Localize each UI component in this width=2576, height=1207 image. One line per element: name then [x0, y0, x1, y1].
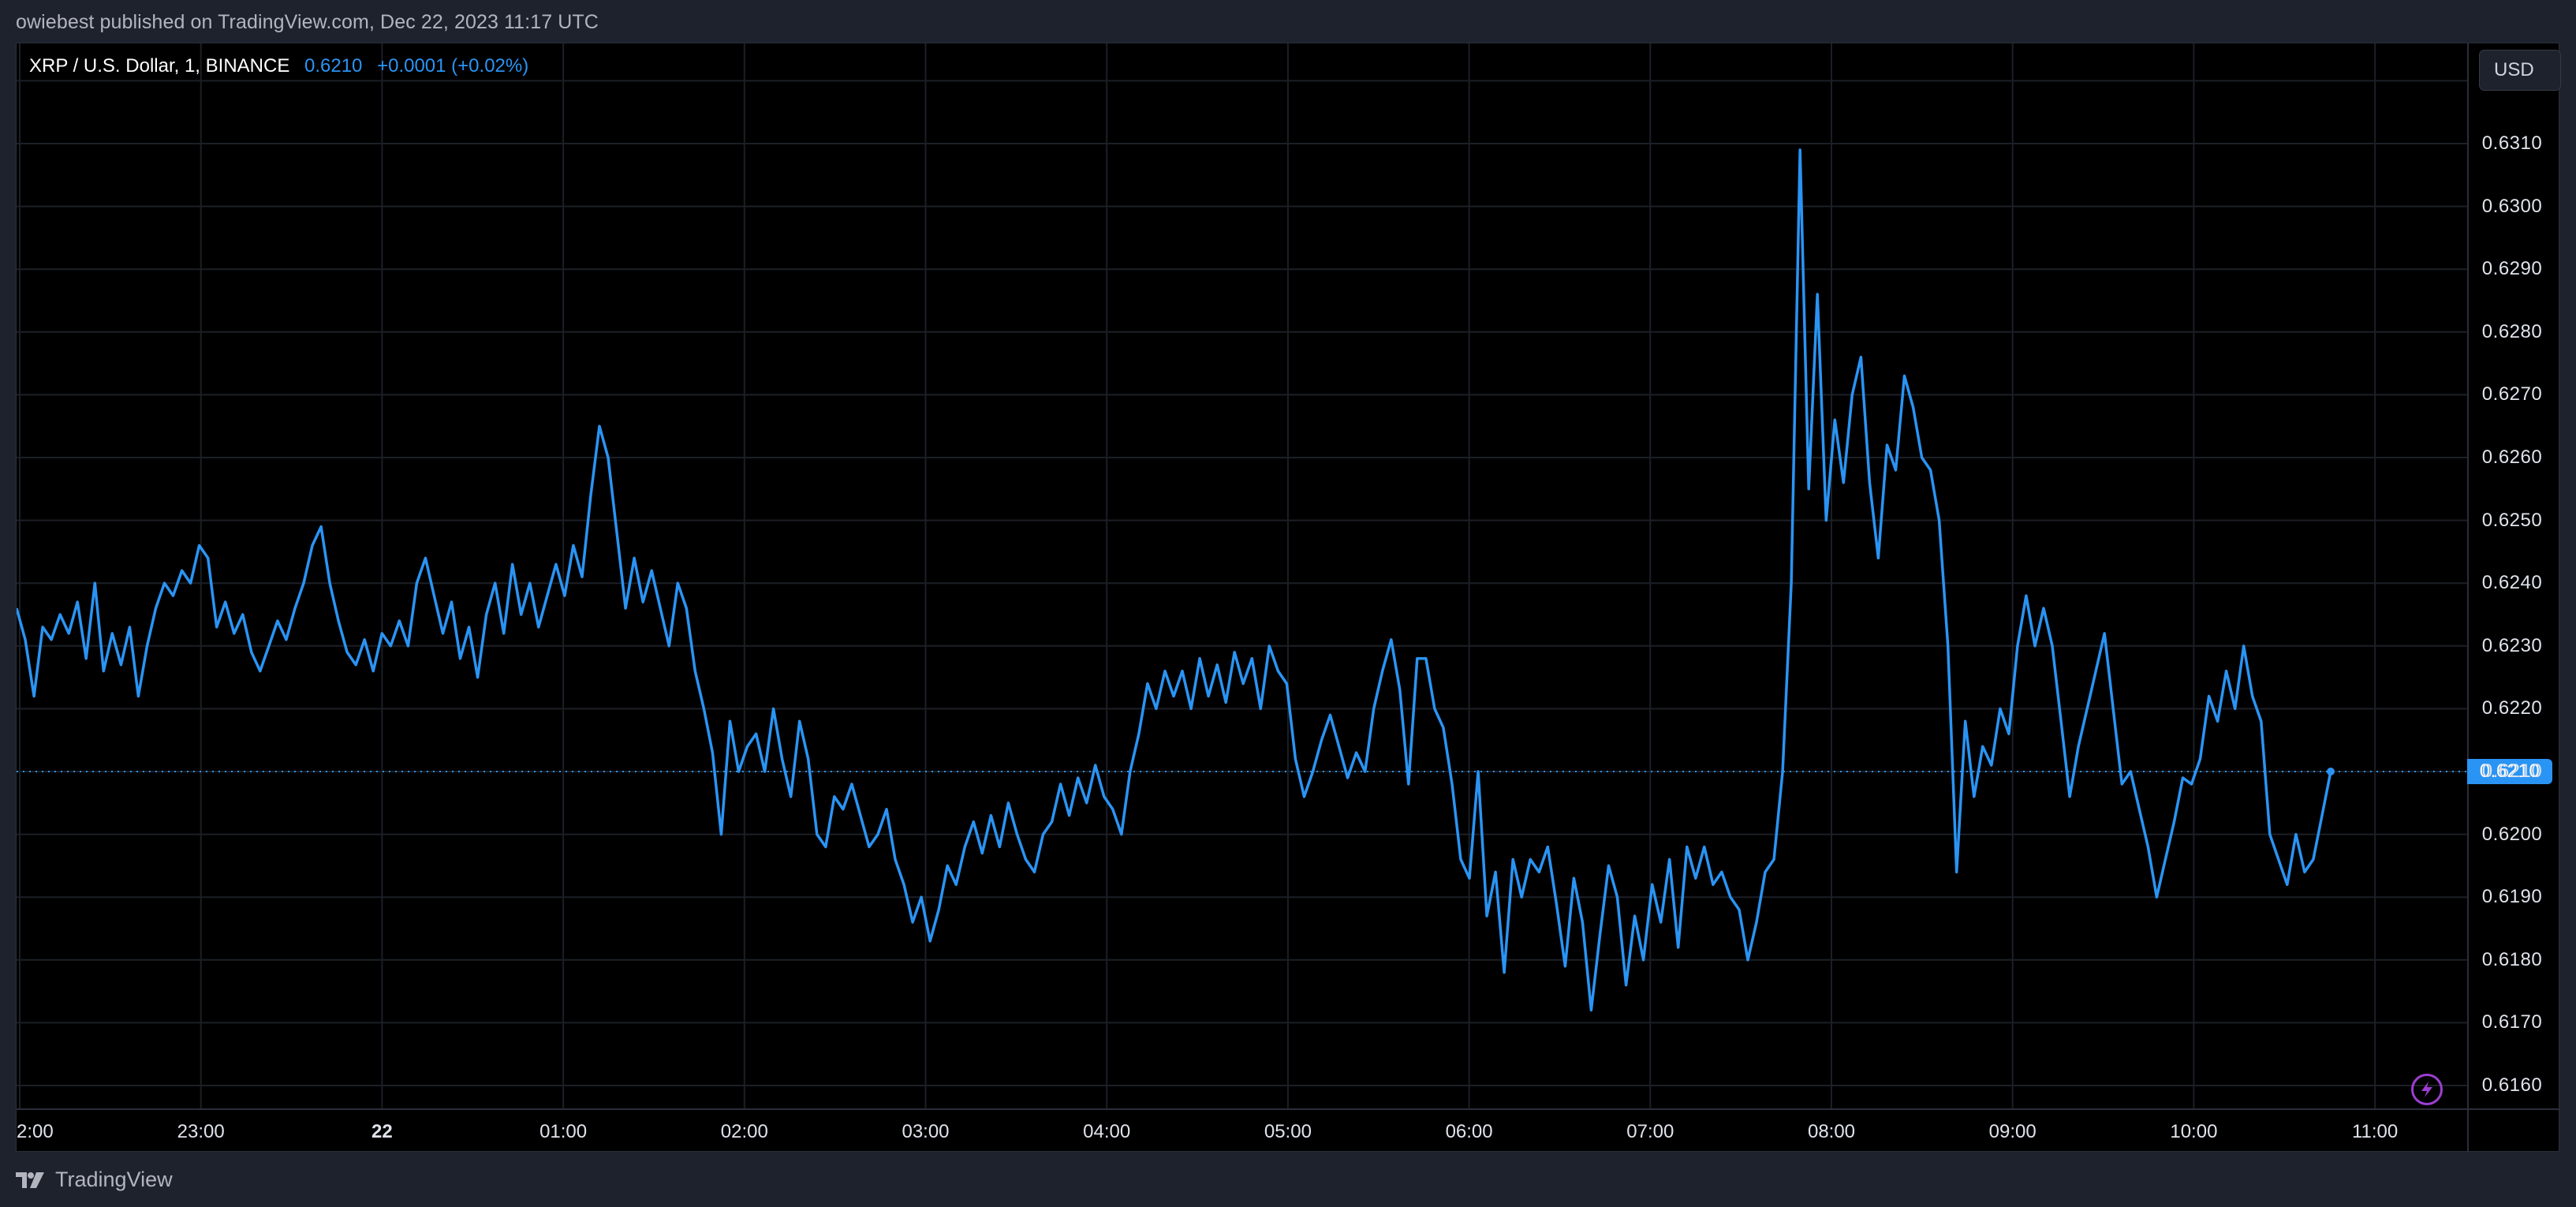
tradingview-brand[interactable]: TradingView — [16, 1168, 173, 1192]
price-tick-label: 0.6300 — [2481, 195, 2543, 217]
price-tick-label: 0.6260 — [2481, 447, 2543, 468]
time-tick-label: 11:00 — [2351, 1121, 2399, 1142]
time-tick-label: 05:00 — [1264, 1121, 1312, 1142]
brand-name: TradingView — [55, 1168, 173, 1191]
time-tick-label: 22 — [371, 1121, 393, 1142]
time-tick-label: 06:00 — [1445, 1121, 1493, 1142]
price-axis[interactable]: USD 0.6210 0.6310 0.6300 0.6290 0.6280 0.627… — [2467, 43, 2561, 1108]
price-tick-label: 0.6270 — [2481, 383, 2543, 405]
price-change: +0.0001 (+0.02%) — [377, 55, 529, 77]
time-tick-label: 2:00 — [17, 1121, 54, 1142]
symbol-legend: XRP / U.S. Dollar, 1, BINANCE 0.6210 +0.… — [29, 55, 528, 77]
last-price-tag: 0.6210 — [2467, 759, 2552, 784]
bolt-icon[interactable] — [2411, 1074, 2443, 1105]
time-tick-label: 03:00 — [902, 1121, 950, 1142]
price-tick-label: 0.6240 — [2481, 572, 2543, 594]
axis-corner — [2467, 1108, 2560, 1153]
price-tick-label: 0.6170 — [2481, 1011, 2543, 1033]
price-line-chart — [17, 43, 2467, 1108]
currency-button[interactable]: USD — [2479, 50, 2561, 91]
tradingview-logo-icon — [16, 1172, 44, 1188]
price-tick-label: 0.6200 — [2481, 823, 2543, 845]
time-tick-label: 04:00 — [1083, 1121, 1131, 1142]
time-tick-label: 02:00 — [720, 1121, 768, 1142]
published-caption: owiebest published on TradingView.com, D… — [16, 11, 599, 33]
time-tick-label: 07:00 — [1626, 1121, 1674, 1142]
price-tick-label: 0.6280 — [2481, 320, 2543, 342]
price-tick-label: 0.6230 — [2481, 634, 2543, 656]
time-tick-label: 23:00 — [177, 1121, 225, 1142]
price-tick-label: 0.6310 — [2481, 133, 2543, 154]
time-tick-label: 09:00 — [1988, 1121, 2037, 1142]
time-tick-label: 08:00 — [1807, 1121, 1856, 1142]
price-tick-label: 0.6250 — [2481, 509, 2543, 531]
plot-area[interactable]: XRP / U.S. Dollar, 1, BINANCE 0.6210 +0.… — [17, 43, 2467, 1108]
price-tick-label: 0.6290 — [2481, 258, 2543, 280]
time-tick-label: 10:00 — [2170, 1121, 2218, 1142]
price-tick-label: 0.6210 — [2481, 760, 2543, 782]
price-tick-label: 0.6190 — [2481, 886, 2543, 908]
last-price-value: 0.6210 — [304, 55, 363, 77]
time-axis[interactable]: 2:00 23:00 22 01:00 02:00 03:00 04:00 05:00 06:0… — [17, 1108, 2467, 1153]
price-tick-label: 0.6160 — [2481, 1074, 2543, 1096]
chart-frame: XRP / U.S. Dollar, 1, BINANCE 0.6210 +0.… — [16, 43, 2561, 1153]
price-tick-label: 0.6180 — [2481, 948, 2543, 970]
price-tick-label: 0.6220 — [2481, 697, 2543, 719]
time-tick-label: 01:00 — [539, 1121, 588, 1142]
symbol-title[interactable]: XRP / U.S. Dollar, 1, BINANCE — [29, 55, 290, 77]
